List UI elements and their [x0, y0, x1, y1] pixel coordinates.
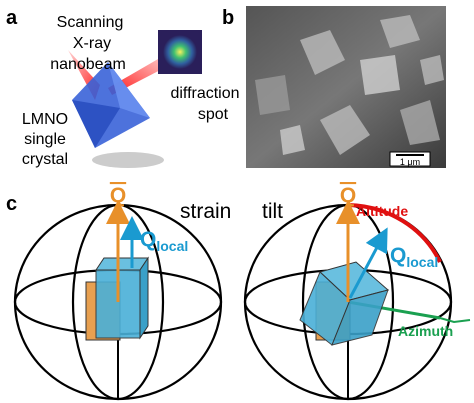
q-mean: Q	[340, 184, 356, 207]
diffraction-spot	[163, 35, 197, 69]
shadow	[92, 152, 164, 168]
q-local: Qlocal	[140, 228, 188, 254]
q-local: Qlocal	[390, 244, 438, 270]
crystal-face	[72, 100, 120, 148]
sphere-strain	[13, 200, 223, 401]
panel-label: b	[222, 7, 234, 29]
panel-label: a	[6, 7, 18, 29]
sphere-tilt	[243, 200, 471, 401]
sample-label: LMNO single crystal	[22, 111, 68, 168]
spot-label: diffraction spot	[170, 85, 239, 123]
scale-label: 1 μm	[400, 157, 420, 167]
q-mean: Q	[110, 184, 126, 207]
altitude-label: Altitude	[356, 203, 408, 219]
particles	[255, 15, 444, 155]
azimuth-label: Azimuth	[398, 323, 453, 339]
beam-label: Scanning X-ray nanobeam	[50, 14, 126, 73]
tilt-title: tilt	[262, 200, 283, 223]
crystal-face	[108, 62, 150, 118]
strain-title: strain	[180, 200, 231, 223]
panel-label: c	[6, 193, 17, 215]
